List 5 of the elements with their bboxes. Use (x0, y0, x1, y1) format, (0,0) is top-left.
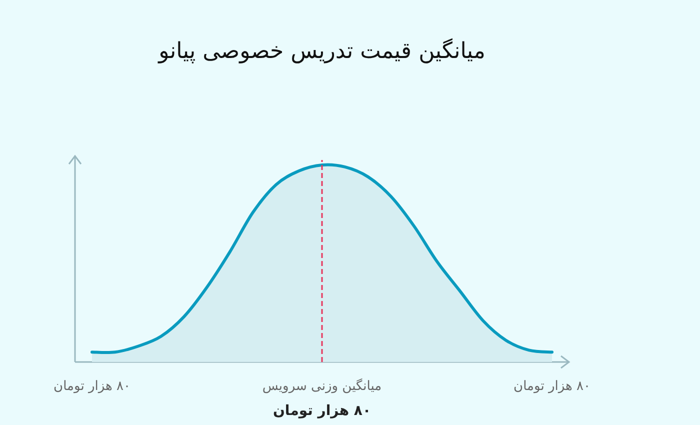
x-tick-label: میانگین وزنی سرویس (262, 378, 382, 394)
chart-title: میانگین قیمت تدریس خصوصی پیانو (158, 38, 486, 64)
x-tick-label: ۸۰ هزار تومان (54, 379, 130, 394)
x-tick-label: ۸۰ هزار تومان (514, 379, 590, 394)
x-axis-title: ۸۰ هزار تومان (272, 403, 372, 419)
